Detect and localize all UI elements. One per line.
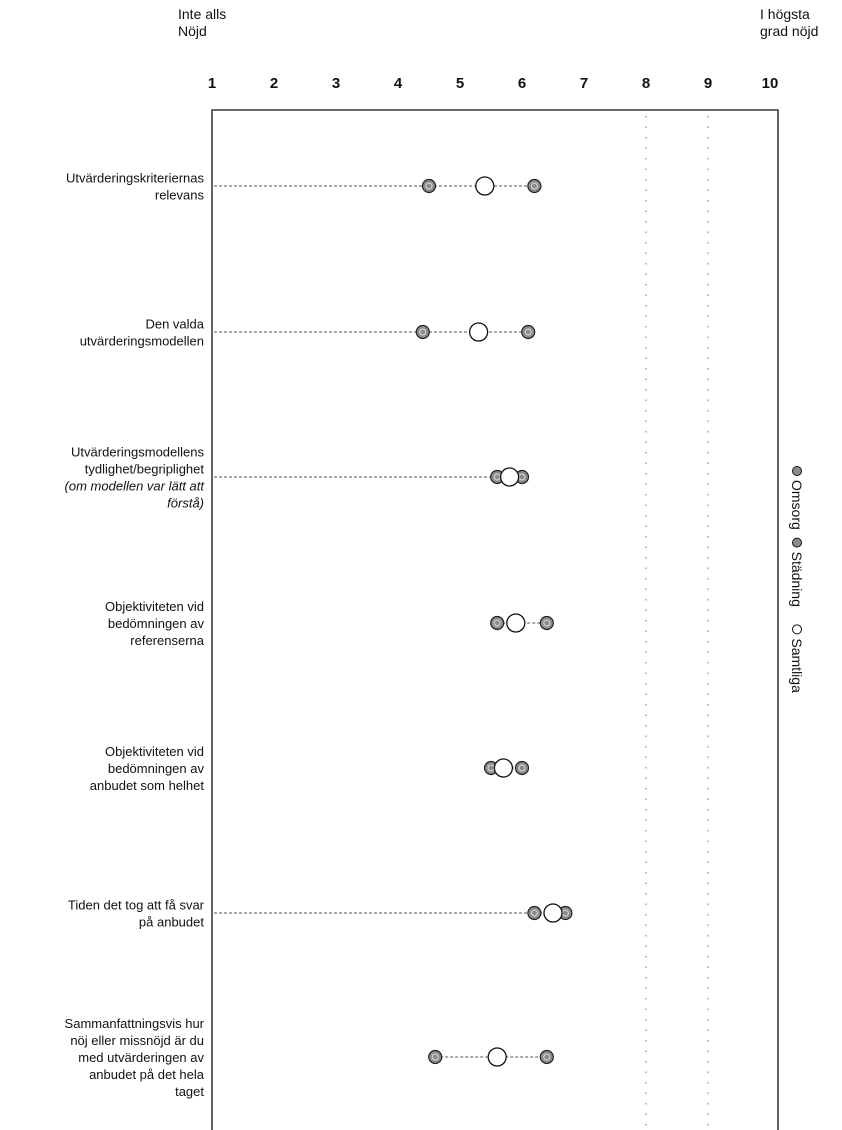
point-städning-5 [514, 760, 530, 776]
category-line: Tiden det tog att få svar [68, 898, 205, 913]
category-label-4: Objektiviteten vid bedömningen av referens… [105, 599, 205, 648]
point-städning-1 [527, 178, 542, 194]
x-tick-label-1: 1 [208, 75, 216, 92]
category-line: förstå) [167, 496, 204, 511]
category-line: bedömningen av [108, 616, 205, 631]
x-tick-label-7: 7 [580, 75, 588, 92]
x-tick-label-5: 5 [456, 75, 464, 92]
point-samtliga-6 [543, 903, 563, 923]
legend-item-omsorg: Omsorg [789, 466, 805, 530]
category-label-1: Utvärderingskriteriernas relevans [66, 171, 204, 203]
scale-left-line-2: Nöjd [178, 23, 207, 39]
point-omsorg-1 [421, 178, 437, 194]
point-städning-2 [521, 324, 536, 340]
point-städning-4 [539, 615, 554, 631]
scale-right-line-1: I högsta [760, 6, 810, 22]
category-label-7: Sammanfattningsvis hur nöj eller missnöjd… [65, 1016, 205, 1099]
category-line: relevans [155, 188, 205, 203]
category-line: Utvärderingskriteriernas [66, 171, 204, 186]
x-tick-label-4: 4 [394, 75, 403, 92]
category-line: bedömningen av [108, 761, 205, 776]
point-samtliga-1 [475, 176, 495, 196]
legend: Omsorg Städning Samtliga [789, 466, 805, 693]
point-samtliga-5 [493, 758, 514, 778]
category-line: nöj eller missnöjd är du [70, 1033, 204, 1048]
category-label-2: Den valda utvärderingsmodellen [80, 317, 205, 349]
point-samtliga-7 [487, 1047, 507, 1067]
point-städning-7 [539, 1049, 554, 1065]
legend-item-samtliga: Samtliga [789, 624, 805, 693]
category-line: referenserna [130, 633, 204, 648]
category-line: anbudet som helhet [90, 778, 205, 793]
category-line: Den valda [145, 317, 204, 332]
point-samtliga-2 [468, 322, 489, 342]
x-tick-label-2: 2 [270, 75, 278, 92]
category-line: Utvärderingsmodellens [71, 445, 204, 460]
scale-left-label: Inte alls Nöjd [178, 6, 226, 40]
point-omsorg-2 [415, 324, 430, 340]
category-label-6: Tiden det tog att få svar på anbudet [68, 898, 205, 930]
category-line: Objektiviteten vid [105, 744, 204, 759]
category-line: anbudet på det hela [89, 1067, 205, 1082]
category-label-3: Utvärderingsmodellens tydlighet/begriplig… [65, 445, 206, 511]
point-omsorg-4 [490, 615, 505, 631]
legend-label: Städning [789, 552, 805, 607]
scale-right-label: I högsta grad nöjd [760, 6, 818, 40]
scale-left-line-1: Inte alls [178, 6, 227, 22]
category-line: Sammanfattningsvis hur [65, 1016, 205, 1031]
scale-right-line-2: grad nöjd [760, 23, 819, 39]
x-tick-labels: 1 2 3 4 5 6 7 8 9 10 [208, 75, 779, 92]
category-label-5: Objektiviteten vid bedömningen av anbudet … [90, 744, 205, 793]
x-tick-label-8: 8 [642, 75, 650, 92]
category-line: Objektiviteten vid [105, 599, 204, 614]
legend-label: Omsorg [789, 480, 805, 530]
category-line: tydlighet/begriplighet [85, 462, 205, 477]
legend-item-städning: Städning [789, 537, 805, 607]
x-tick-label-9: 9 [704, 75, 712, 92]
category-line: (om modellen var lätt att [65, 479, 206, 494]
point-samtliga-3 [499, 467, 520, 487]
point-omsorg-6 [527, 905, 542, 921]
plot-area [211, 109, 779, 1130]
x-tick-label-6: 6 [518, 75, 526, 92]
category-line: med utvärderingen av [78, 1050, 204, 1065]
category-labels: Utvärderingskriteriernas relevans Den vald… [65, 171, 206, 1100]
x-tick-label-10: 10 [762, 75, 779, 92]
plot-frame [211, 109, 779, 1130]
point-omsorg-7 [428, 1049, 443, 1065]
point-samtliga-4 [506, 613, 526, 633]
legend-label: Samtliga [789, 638, 805, 693]
category-line: taget [175, 1084, 204, 1099]
category-line: utvärderingsmodellen [80, 334, 204, 349]
category-line: på anbudet [139, 915, 204, 930]
x-tick-label-3: 3 [332, 75, 340, 92]
